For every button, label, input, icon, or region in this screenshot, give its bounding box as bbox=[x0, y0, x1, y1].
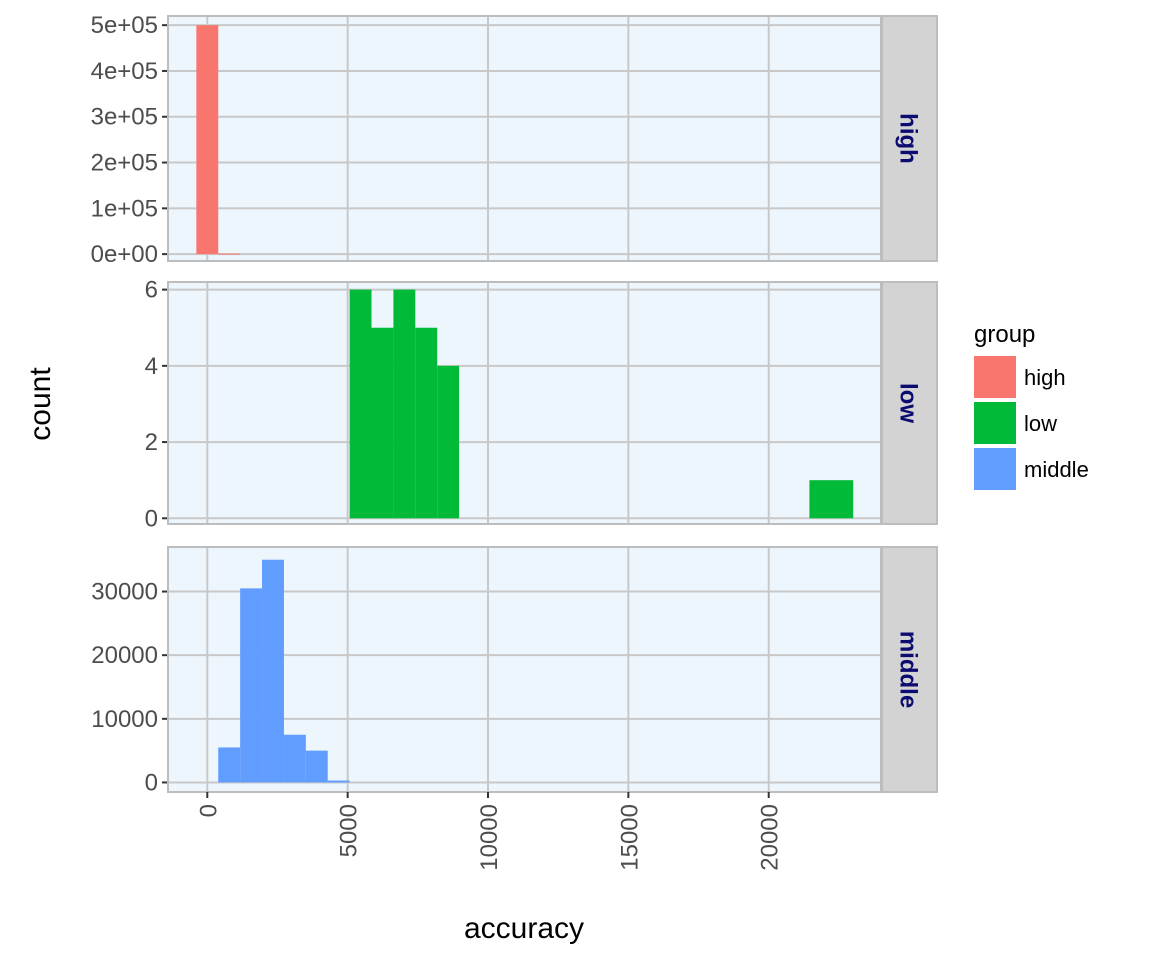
y-tick-label: 3e+05 bbox=[91, 104, 158, 131]
legend-key-middle bbox=[974, 448, 1016, 490]
legend-label-low: low bbox=[1024, 411, 1057, 436]
histogram-bar bbox=[437, 365, 460, 519]
x-tick-label: 5000 bbox=[336, 804, 363, 857]
legend-label-middle: middle bbox=[1024, 457, 1089, 482]
y-tick-label: 0e+00 bbox=[91, 241, 158, 268]
histogram-bar bbox=[371, 327, 394, 519]
legend-key-low bbox=[974, 402, 1016, 444]
histogram-bar bbox=[262, 559, 284, 783]
histogram-bar bbox=[349, 289, 372, 519]
x-axis: 0 5000 10000 15000 20000 bbox=[195, 792, 784, 871]
facet-middle: 0 10000 20000 30000 middle bbox=[91, 546, 938, 796]
histogram-bar bbox=[218, 253, 241, 255]
facet-strip bbox=[881, 546, 938, 793]
facet-strip bbox=[881, 281, 938, 525]
x-tick-label: 15000 bbox=[616, 804, 643, 871]
y-tick-label: 0 bbox=[145, 505, 158, 532]
y-tick-label: 4e+05 bbox=[91, 58, 158, 85]
legend: group high low middle bbox=[974, 321, 1089, 490]
y-tick-label: 6 bbox=[145, 277, 158, 304]
facet-strip bbox=[881, 15, 938, 262]
histogram-bar bbox=[218, 747, 241, 783]
x-tick-label: 0 bbox=[195, 804, 222, 817]
y-tick-label: 30000 bbox=[91, 579, 158, 606]
y-tick-label: 5e+05 bbox=[91, 12, 158, 39]
legend-label-high: high bbox=[1024, 365, 1066, 390]
histogram-bar bbox=[415, 327, 438, 519]
facet-panels: 0e+00 1e+05 2e+05 3e+05 4e+05 5e+05 high 0 2 4 6 lo… bbox=[91, 12, 938, 796]
y-tick-label: 1e+05 bbox=[91, 195, 158, 222]
legend-key-high bbox=[974, 356, 1016, 398]
x-tick-label: 20000 bbox=[757, 804, 784, 871]
y-tick-label: 0 bbox=[145, 769, 158, 796]
histogram-bar bbox=[327, 780, 350, 783]
panel-background bbox=[168, 16, 881, 261]
legend-title: group bbox=[974, 321, 1035, 348]
x-tick-label: 10000 bbox=[476, 804, 503, 871]
histogram-bar bbox=[196, 25, 219, 255]
histogram-bar bbox=[283, 734, 306, 783]
facet-low: 0 2 4 6 low bbox=[145, 277, 938, 532]
y-tick-label: 20000 bbox=[91, 642, 158, 669]
x-axis-title: accuracy bbox=[464, 912, 584, 945]
histogram-bar bbox=[809, 480, 854, 519]
histogram-bar bbox=[305, 750, 328, 783]
facet-strip-label: low bbox=[895, 383, 922, 423]
facet-high: 0e+00 1e+05 2e+05 3e+05 4e+05 5e+05 high bbox=[91, 12, 938, 268]
histogram-bar bbox=[393, 289, 416, 519]
panel-background bbox=[168, 282, 881, 524]
y-tick-label: 10000 bbox=[91, 706, 158, 733]
y-tick-label: 2 bbox=[145, 429, 158, 456]
facet-strip-label: high bbox=[895, 113, 922, 164]
facet-strip-label: middle bbox=[895, 631, 922, 708]
y-axis-title: count bbox=[24, 367, 57, 441]
histogram-bar bbox=[240, 588, 263, 783]
y-tick-label: 2e+05 bbox=[91, 150, 158, 177]
y-tick-label: 4 bbox=[145, 353, 158, 380]
